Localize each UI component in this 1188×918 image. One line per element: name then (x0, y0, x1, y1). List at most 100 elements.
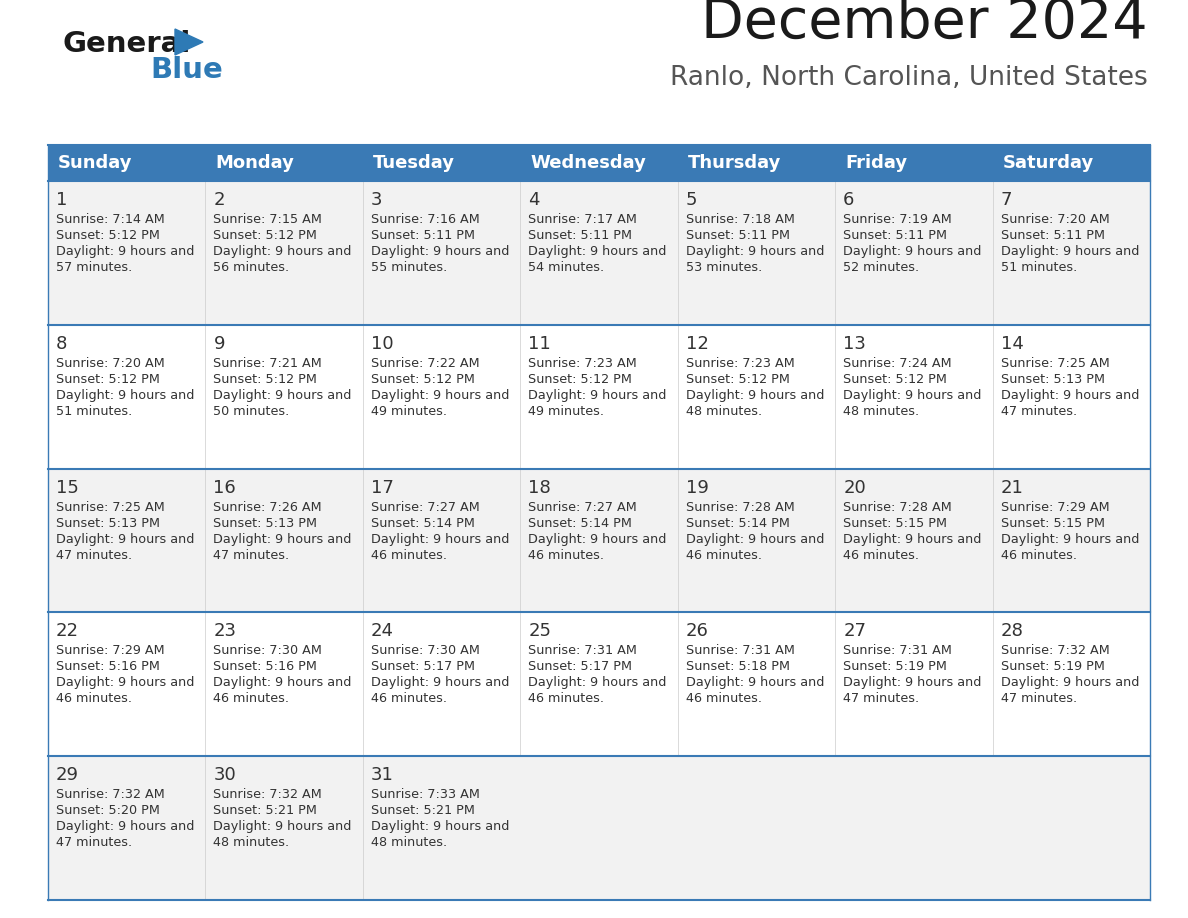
Bar (48, 612, 1150, 756)
Text: 28: 28 (1000, 622, 1023, 641)
Text: 27: 27 (843, 622, 866, 641)
Text: 15: 15 (56, 478, 78, 497)
Text: Sunset: 5:14 PM: Sunset: 5:14 PM (371, 517, 475, 530)
Text: Tuesday: Tuesday (373, 154, 455, 172)
Text: Sunset: 5:15 PM: Sunset: 5:15 PM (843, 517, 947, 530)
Text: Sunrise: 7:20 AM: Sunrise: 7:20 AM (56, 357, 165, 370)
Text: Sunrise: 7:31 AM: Sunrise: 7:31 AM (685, 644, 795, 657)
Text: 49 minutes.: 49 minutes. (371, 405, 447, 418)
Text: Daylight: 9 hours and: Daylight: 9 hours and (843, 245, 981, 258)
Text: Sunset: 5:11 PM: Sunset: 5:11 PM (371, 229, 475, 242)
Bar (48, 325, 1150, 468)
Text: Sunrise: 7:14 AM: Sunrise: 7:14 AM (56, 213, 165, 226)
Text: Sunset: 5:12 PM: Sunset: 5:12 PM (214, 229, 317, 242)
Text: Sunset: 5:19 PM: Sunset: 5:19 PM (843, 660, 947, 674)
Text: Sunrise: 7:23 AM: Sunrise: 7:23 AM (685, 357, 795, 370)
Text: 2: 2 (214, 191, 225, 209)
Text: 30: 30 (214, 767, 236, 784)
Text: 13: 13 (843, 335, 866, 353)
Text: 46 minutes.: 46 minutes. (685, 692, 762, 705)
Text: Sunrise: 7:28 AM: Sunrise: 7:28 AM (843, 500, 952, 513)
Text: Friday: Friday (845, 154, 908, 172)
Text: Sunday: Sunday (58, 154, 133, 172)
Text: 24: 24 (371, 622, 394, 641)
Text: Sunrise: 7:31 AM: Sunrise: 7:31 AM (843, 644, 952, 657)
Text: 23: 23 (214, 622, 236, 641)
Text: 46 minutes.: 46 minutes. (371, 549, 447, 562)
Text: Sunrise: 7:29 AM: Sunrise: 7:29 AM (1000, 500, 1110, 513)
Text: Sunrise: 7:23 AM: Sunrise: 7:23 AM (529, 357, 637, 370)
Text: Sunset: 5:21 PM: Sunset: 5:21 PM (371, 804, 475, 817)
Text: Sunrise: 7:25 AM: Sunrise: 7:25 AM (56, 500, 165, 513)
Bar (48, 468, 1150, 612)
Text: 6: 6 (843, 191, 854, 209)
Text: Sunrise: 7:27 AM: Sunrise: 7:27 AM (529, 500, 637, 513)
Text: 49 minutes.: 49 minutes. (529, 405, 605, 418)
Polygon shape (175, 29, 203, 55)
Text: 54 minutes.: 54 minutes. (529, 261, 605, 274)
Text: Daylight: 9 hours and: Daylight: 9 hours and (685, 245, 824, 258)
Text: 46 minutes.: 46 minutes. (529, 549, 605, 562)
Text: Sunset: 5:12 PM: Sunset: 5:12 PM (371, 373, 475, 386)
Text: 57 minutes.: 57 minutes. (56, 261, 132, 274)
Text: 46 minutes.: 46 minutes. (529, 692, 605, 705)
Text: 9: 9 (214, 335, 225, 353)
Text: 22: 22 (56, 622, 78, 641)
Text: Sunrise: 7:26 AM: Sunrise: 7:26 AM (214, 500, 322, 513)
Text: Sunrise: 7:17 AM: Sunrise: 7:17 AM (529, 213, 637, 226)
Text: Sunset: 5:13 PM: Sunset: 5:13 PM (56, 517, 160, 530)
Text: Sunrise: 7:20 AM: Sunrise: 7:20 AM (1000, 213, 1110, 226)
Text: Sunrise: 7:32 AM: Sunrise: 7:32 AM (56, 789, 165, 801)
Text: 12: 12 (685, 335, 708, 353)
Text: Sunset: 5:20 PM: Sunset: 5:20 PM (56, 804, 160, 817)
Text: Daylight: 9 hours and: Daylight: 9 hours and (529, 389, 666, 402)
Text: Sunrise: 7:24 AM: Sunrise: 7:24 AM (843, 357, 952, 370)
Text: Sunset: 5:12 PM: Sunset: 5:12 PM (56, 229, 160, 242)
Text: Daylight: 9 hours and: Daylight: 9 hours and (685, 532, 824, 545)
Text: Sunrise: 7:27 AM: Sunrise: 7:27 AM (371, 500, 480, 513)
Text: Sunset: 5:11 PM: Sunset: 5:11 PM (685, 229, 790, 242)
Text: Sunrise: 7:33 AM: Sunrise: 7:33 AM (371, 789, 480, 801)
Text: Sunrise: 7:30 AM: Sunrise: 7:30 AM (371, 644, 480, 657)
Text: Sunset: 5:19 PM: Sunset: 5:19 PM (1000, 660, 1105, 674)
Text: 20: 20 (843, 478, 866, 497)
Text: Daylight: 9 hours and: Daylight: 9 hours and (685, 677, 824, 689)
Text: 47 minutes.: 47 minutes. (843, 692, 920, 705)
Text: Sunset: 5:13 PM: Sunset: 5:13 PM (214, 517, 317, 530)
Text: Sunset: 5:12 PM: Sunset: 5:12 PM (685, 373, 790, 386)
Text: 46 minutes.: 46 minutes. (371, 692, 447, 705)
Text: Daylight: 9 hours and: Daylight: 9 hours and (529, 532, 666, 545)
Text: Daylight: 9 hours and: Daylight: 9 hours and (529, 677, 666, 689)
Text: Daylight: 9 hours and: Daylight: 9 hours and (371, 245, 510, 258)
Text: Sunrise: 7:21 AM: Sunrise: 7:21 AM (214, 357, 322, 370)
Text: Daylight: 9 hours and: Daylight: 9 hours and (843, 389, 981, 402)
Text: Ranlo, North Carolina, United States: Ranlo, North Carolina, United States (670, 65, 1148, 91)
Text: Sunset: 5:17 PM: Sunset: 5:17 PM (529, 660, 632, 674)
Text: 47 minutes.: 47 minutes. (1000, 405, 1076, 418)
Text: 7: 7 (1000, 191, 1012, 209)
Text: 31: 31 (371, 767, 393, 784)
Text: Sunset: 5:12 PM: Sunset: 5:12 PM (843, 373, 947, 386)
Text: 55 minutes.: 55 minutes. (371, 261, 447, 274)
Text: 8: 8 (56, 335, 68, 353)
Text: 17: 17 (371, 478, 393, 497)
Text: Sunrise: 7:31 AM: Sunrise: 7:31 AM (529, 644, 637, 657)
Text: Daylight: 9 hours and: Daylight: 9 hours and (56, 677, 195, 689)
Text: Sunrise: 7:15 AM: Sunrise: 7:15 AM (214, 213, 322, 226)
Text: Sunrise: 7:28 AM: Sunrise: 7:28 AM (685, 500, 795, 513)
Text: 14: 14 (1000, 335, 1023, 353)
Text: Daylight: 9 hours and: Daylight: 9 hours and (1000, 389, 1139, 402)
Text: 48 minutes.: 48 minutes. (371, 836, 447, 849)
Text: Daylight: 9 hours and: Daylight: 9 hours and (214, 677, 352, 689)
Bar (48, 756, 1150, 900)
Text: 21: 21 (1000, 478, 1023, 497)
Text: Daylight: 9 hours and: Daylight: 9 hours and (214, 820, 352, 834)
Text: Daylight: 9 hours and: Daylight: 9 hours and (371, 389, 510, 402)
Text: Sunset: 5:14 PM: Sunset: 5:14 PM (685, 517, 790, 530)
Text: Wednesday: Wednesday (530, 154, 646, 172)
Text: 47 minutes.: 47 minutes. (1000, 692, 1076, 705)
Text: Daylight: 9 hours and: Daylight: 9 hours and (843, 532, 981, 545)
Text: Sunrise: 7:30 AM: Sunrise: 7:30 AM (214, 644, 322, 657)
Text: Sunset: 5:12 PM: Sunset: 5:12 PM (56, 373, 160, 386)
Text: Daylight: 9 hours and: Daylight: 9 hours and (371, 532, 510, 545)
